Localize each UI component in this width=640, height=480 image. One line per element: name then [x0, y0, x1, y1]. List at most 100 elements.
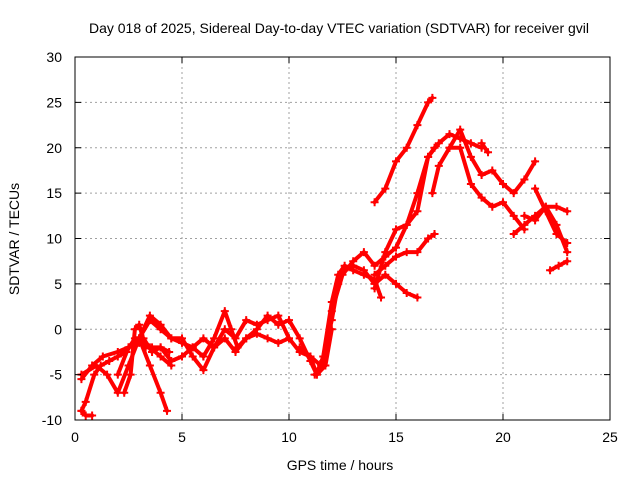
data-point: [210, 334, 219, 343]
data-point: [392, 252, 400, 261]
axis-ticks: 0 5 10 15 20 25 -10 -5 0 5 10 15 20 25 30: [42, 49, 618, 445]
data-point: [156, 388, 165, 397]
data-point: [98, 352, 107, 361]
data-point: [274, 311, 283, 320]
data-point: [563, 248, 572, 257]
data-point: [148, 343, 157, 352]
data-point: [126, 370, 135, 379]
data-point: [466, 152, 475, 161]
data-point: [509, 189, 518, 198]
data-point: [402, 248, 411, 257]
series-group: [77, 93, 572, 420]
data-point: [520, 220, 529, 229]
data-point: [199, 366, 208, 375]
data-point: [188, 352, 197, 361]
data-point: [199, 352, 208, 361]
data-point: [310, 370, 319, 379]
data-point: [546, 266, 555, 275]
data-point: [327, 307, 336, 316]
data-point: [90, 370, 99, 379]
data-point: [381, 261, 390, 270]
y-tick-label: 30: [46, 49, 62, 65]
data-point: [509, 211, 518, 220]
data-point: [274, 320, 283, 329]
data-point: [499, 180, 507, 189]
data-point: [477, 170, 486, 179]
x-tick-label: 0: [71, 429, 79, 445]
x-axis-label: GPS time / hours: [287, 457, 394, 473]
data-point: [520, 175, 529, 184]
data-point: [430, 229, 439, 238]
data-point: [424, 98, 433, 107]
series-arc-16: [477, 139, 493, 157]
data-point: [319, 357, 328, 366]
data-point: [220, 334, 229, 343]
data-point: [477, 139, 486, 148]
data-point: [563, 257, 572, 266]
series-arc-13: [370, 229, 439, 279]
data-point: [484, 148, 493, 157]
data-point: [231, 347, 240, 356]
x-tick-label: 15: [388, 429, 404, 445]
y-tick-label: -5: [50, 367, 63, 383]
data-point: [263, 311, 272, 320]
grid: [75, 57, 610, 420]
y-tick-label: 0: [54, 321, 62, 337]
data-point: [359, 266, 368, 275]
data-point: [531, 216, 540, 225]
data-point: [381, 270, 390, 279]
chart-title: Day 018 of 2025, Sidereal Day-to-day VTE…: [89, 20, 589, 36]
data-point: [103, 370, 112, 379]
data-point: [145, 361, 154, 370]
data-point: [156, 343, 165, 352]
data-point: [370, 270, 379, 279]
data-point: [466, 139, 475, 148]
data-point: [563, 207, 572, 216]
data-point: [456, 143, 465, 152]
data-point: [424, 152, 433, 161]
series-arc-20: [546, 257, 572, 275]
data-point: [509, 229, 518, 238]
data-point: [552, 220, 561, 229]
data-point: [156, 325, 165, 334]
data-point: [113, 352, 122, 361]
x-tick-label: 5: [178, 429, 186, 445]
data-point: [130, 325, 139, 334]
data-point: [178, 334, 186, 343]
data-point: [488, 202, 497, 211]
data-point: [359, 248, 368, 257]
x-tick-label: 20: [495, 429, 511, 445]
data-point: [370, 198, 379, 207]
data-point: [520, 211, 529, 220]
data-point: [105, 357, 114, 366]
series-line: [479, 141, 490, 155]
data-point: [434, 139, 443, 148]
data-point: [554, 261, 563, 270]
data-point: [402, 288, 411, 297]
data-point: [274, 338, 283, 347]
series-arc-19: [520, 202, 572, 257]
series-arc-11: [370, 143, 439, 293]
data-point: [477, 193, 486, 202]
series-arc-9: [295, 261, 422, 370]
data-point: [428, 93, 437, 102]
data-point: [135, 334, 144, 343]
data-point: [456, 125, 465, 134]
data-point: [499, 198, 507, 207]
data-point: [88, 411, 97, 420]
data-point: [402, 143, 411, 152]
data-point: [242, 316, 251, 325]
data-point: [81, 397, 90, 406]
y-tick-label: 20: [46, 140, 62, 156]
data-point: [242, 334, 251, 343]
data-point: [263, 334, 272, 343]
data-point: [285, 334, 293, 343]
data-point: [377, 293, 386, 302]
series-line: [297, 263, 420, 368]
series-line: [430, 145, 527, 232]
data-point: [370, 261, 379, 270]
data-point: [424, 234, 433, 243]
data-point: [188, 343, 197, 352]
data-point: [392, 225, 400, 234]
